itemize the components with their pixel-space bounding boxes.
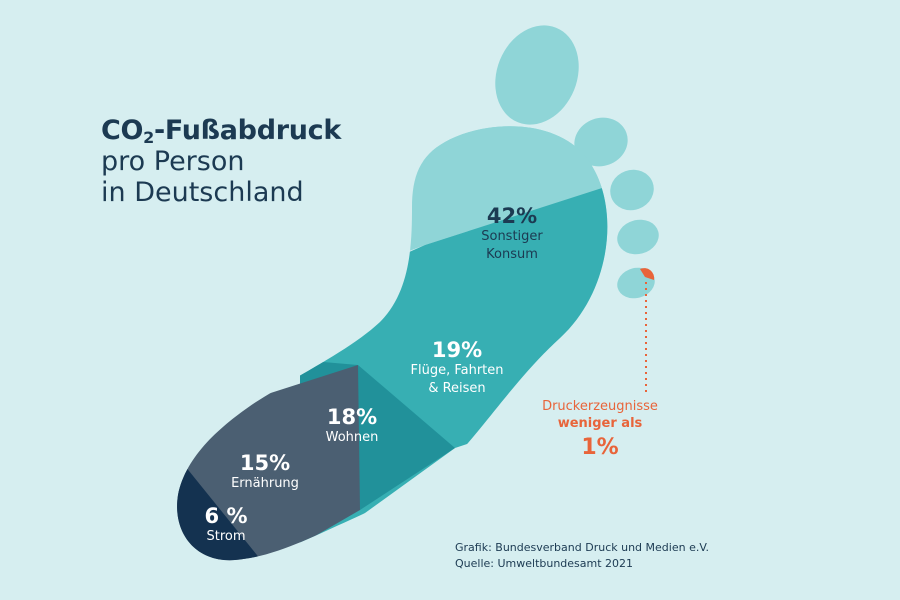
- chart-title: CO2-Fußabdruck pro Person in Deutschland: [101, 115, 342, 208]
- label-strom: 6 % Strom: [205, 504, 248, 546]
- title-line-2: pro Person: [101, 145, 245, 177]
- name-fluege-fahrten-reisen-2: & Reisen: [428, 380, 486, 396]
- label-wohnen: 18% Wohnen: [326, 405, 379, 447]
- name-ernaehrung: Ernährung: [231, 476, 299, 492]
- title-subscript: 2: [143, 128, 155, 147]
- title-prefix: CO: [101, 115, 144, 146]
- label-ernaehrung: 15% Ernährung: [231, 451, 299, 493]
- value-wohnen: 18%: [326, 405, 378, 429]
- label-fluege-fahrten-reisen: 19% Flüge, Fahrten & Reisen: [410, 338, 503, 397]
- toe-5: [617, 267, 655, 299]
- value-strom: 6 %: [204, 504, 248, 528]
- value-fluege-fahrten-reisen: 19%: [431, 338, 483, 362]
- toe-4: [617, 219, 659, 255]
- value-ernaehrung: 15%: [239, 451, 291, 475]
- source-credits: Grafik: Bundesverband Druck und Medien e…: [455, 540, 709, 572]
- toe-2: [574, 117, 628, 167]
- name-wohnen: Wohnen: [325, 430, 379, 446]
- source-quelle: Quelle: Umweltbundesamt 2021: [455, 556, 634, 570]
- note-value: 1%: [581, 434, 619, 460]
- print-share-marker: [640, 268, 655, 280]
- name-strom: Strom: [206, 529, 246, 545]
- value-sonstiger-konsum: 42%: [486, 204, 538, 228]
- title-suffix: -Fußabdruck: [154, 115, 342, 146]
- note-line-1: Druckerzeugnisse: [542, 399, 658, 414]
- source-grafik: Grafik: Bundesverband Druck und Medien e…: [455, 541, 709, 554]
- note-line-2: weniger als: [557, 415, 643, 431]
- name-fluege-fahrten-reisen: Flüge, Fahrten: [410, 363, 504, 379]
- toes: [495, 25, 659, 392]
- name-sonstiger-konsum: Sonstiger: [481, 229, 543, 245]
- big-toe: [495, 25, 579, 125]
- toe-3: [610, 169, 654, 211]
- print-share-note: Druckerzeugnisse weniger als 1%: [535, 399, 665, 462]
- label-sonstiger-konsum: 42% Sonstiger Konsum: [481, 204, 543, 263]
- title-line-3: in Deutschland: [101, 176, 304, 208]
- name-sonstiger-konsum-2: Konsum: [486, 246, 538, 262]
